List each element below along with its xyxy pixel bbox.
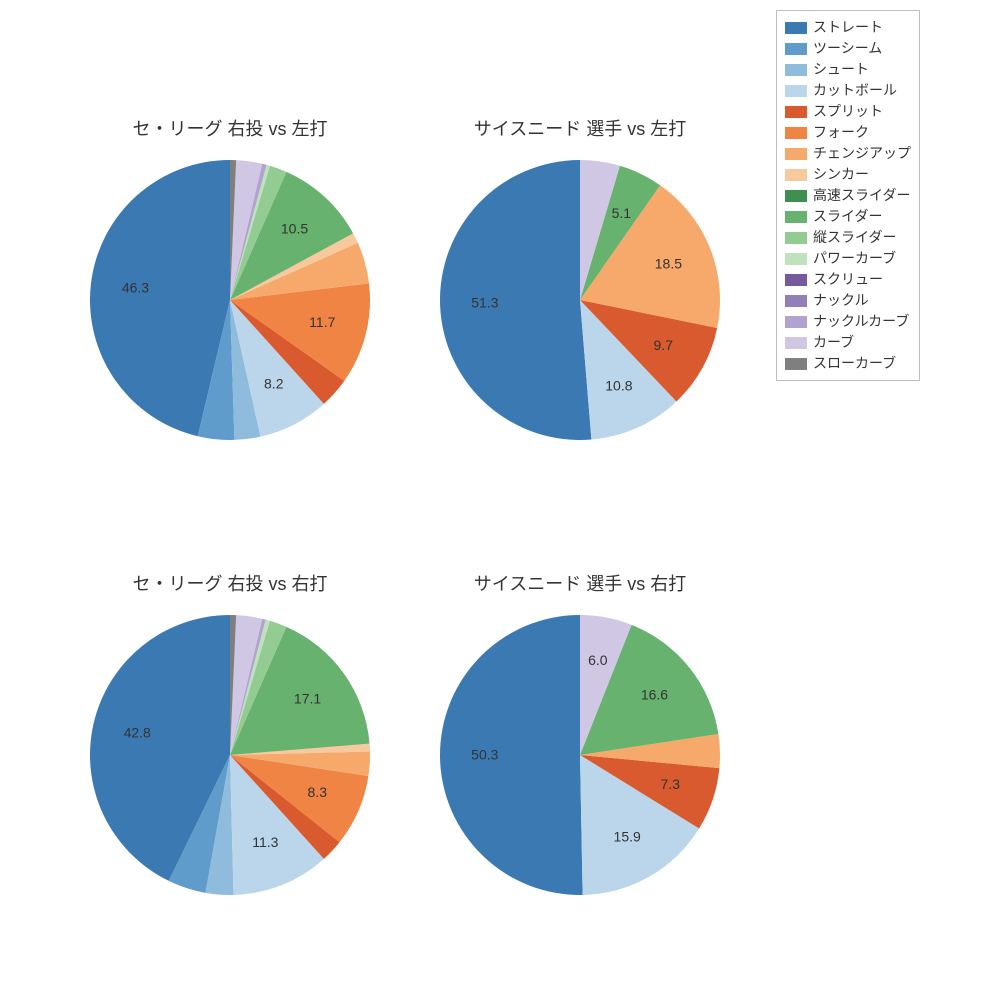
- legend-item: スプリット: [785, 101, 911, 122]
- pie-slice-label: 18.5: [655, 255, 682, 271]
- legend-swatch: [785, 253, 807, 265]
- pie-slice-label: 50.3: [471, 747, 498, 763]
- legend-label: 高速スライダー: [813, 185, 910, 206]
- chart-title: セ・リーグ 右投 vs 右打: [80, 570, 380, 596]
- pie-chart: 42.8 11.3 8.3 17.1: [88, 613, 372, 897]
- legend-swatch: [785, 22, 807, 34]
- pie-slice-label: 11.7: [309, 314, 335, 330]
- legend-label: フォーク: [813, 122, 869, 143]
- legend-item: 縦スライダー: [785, 227, 911, 248]
- pie-slice-label: 46.3: [122, 280, 149, 296]
- pie-slice-label: 42.8: [124, 724, 151, 740]
- legend-item: フォーク: [785, 122, 911, 143]
- pie-slice-label: 17.1: [294, 690, 321, 706]
- legend-label: ストレート: [813, 17, 883, 38]
- legend-label: スローカーブ: [813, 353, 896, 374]
- pie-chart: 51.3 10.8 9.7 18.5 5.1: [438, 158, 722, 442]
- legend-item: ナックル: [785, 290, 911, 311]
- legend-swatch: [785, 64, 807, 76]
- pie-slice-label: 15.9: [614, 828, 641, 844]
- pie-slice-label: 16.6: [641, 686, 668, 702]
- legend-label: カットボール: [813, 80, 897, 101]
- legend-label: スライダー: [813, 206, 882, 227]
- legend-label: ツーシーム: [813, 38, 882, 59]
- pie-slice-label: 6.0: [588, 652, 608, 668]
- chart-title: サイスニード 選手 vs 右打: [430, 570, 730, 596]
- legend-item: スローカーブ: [785, 353, 911, 374]
- pie-slice-label: 11.3: [252, 834, 278, 850]
- pie-chart-wrap: 46.3 8.2 11.7 10.5: [88, 158, 372, 447]
- legend-item: ナックルカーブ: [785, 311, 911, 332]
- pie-slice: [440, 615, 583, 895]
- legend-item: 高速スライダー: [785, 185, 911, 206]
- legend-item: ストレート: [785, 17, 911, 38]
- legend-item: ツーシーム: [785, 38, 911, 59]
- legend-swatch: [785, 106, 807, 118]
- pie-chart-wrap: 50.3 15.9 7.3 16.6 6.0: [438, 613, 722, 902]
- pie-chart-wrap: 51.3 10.8 9.7 18.5 5.1: [438, 158, 722, 447]
- legend-label: シンカー: [813, 164, 869, 185]
- legend-label: 縦スライダー: [813, 227, 896, 248]
- legend-swatch: [785, 358, 807, 370]
- legend-label: ナックルカーブ: [813, 311, 909, 332]
- legend-swatch: [785, 169, 807, 181]
- pie-slice-label: 8.3: [308, 784, 328, 800]
- pie-chart: 50.3 15.9 7.3 16.6 6.0: [438, 613, 722, 897]
- legend-item: スライダー: [785, 206, 911, 227]
- chart-title: サイスニード 選手 vs 左打: [430, 115, 730, 141]
- legend-swatch: [785, 295, 807, 307]
- legend-label: パワーカーブ: [813, 248, 896, 269]
- legend-label: ナックル: [813, 290, 869, 311]
- legend-swatch: [785, 43, 807, 55]
- legend-label: カーブ: [813, 332, 854, 353]
- pie-slice-label: 10.5: [281, 221, 308, 237]
- legend-swatch: [785, 148, 807, 160]
- pie-slice-label: 51.3: [471, 295, 498, 311]
- legend-item: パワーカーブ: [785, 248, 911, 269]
- legend: ストレートツーシームシュートカットボールスプリットフォークチェンジアップシンカー…: [776, 10, 920, 381]
- legend-item: スクリュー: [785, 269, 911, 290]
- legend-swatch: [785, 190, 807, 202]
- pie-slice-label: 9.7: [654, 337, 674, 353]
- pie-slice-label: 10.8: [605, 378, 632, 394]
- legend-label: シュート: [813, 59, 869, 80]
- legend-swatch: [785, 337, 807, 349]
- legend-item: シュート: [785, 59, 911, 80]
- pie-chart: 46.3 8.2 11.7 10.5: [88, 158, 372, 442]
- legend-swatch: [785, 127, 807, 139]
- legend-label: スクリュー: [813, 269, 883, 290]
- pie-slice-label: 5.1: [612, 205, 632, 221]
- legend-item: シンカー: [785, 164, 911, 185]
- legend-label: チェンジアップ: [813, 143, 911, 164]
- legend-swatch: [785, 85, 807, 97]
- legend-item: カーブ: [785, 332, 911, 353]
- pie-slice: [440, 160, 591, 440]
- legend-item: チェンジアップ: [785, 143, 911, 164]
- legend-label: スプリット: [813, 101, 883, 122]
- pie-slice-label: 7.3: [661, 776, 681, 792]
- chart-title: セ・リーグ 右投 vs 左打: [80, 115, 380, 141]
- pie-chart-wrap: 42.8 11.3 8.3 17.1: [88, 613, 372, 902]
- legend-swatch: [785, 316, 807, 328]
- legend-swatch: [785, 274, 807, 286]
- pie-slice-label: 8.2: [264, 375, 284, 391]
- legend-swatch: [785, 211, 807, 223]
- legend-item: カットボール: [785, 80, 911, 101]
- legend-swatch: [785, 232, 807, 244]
